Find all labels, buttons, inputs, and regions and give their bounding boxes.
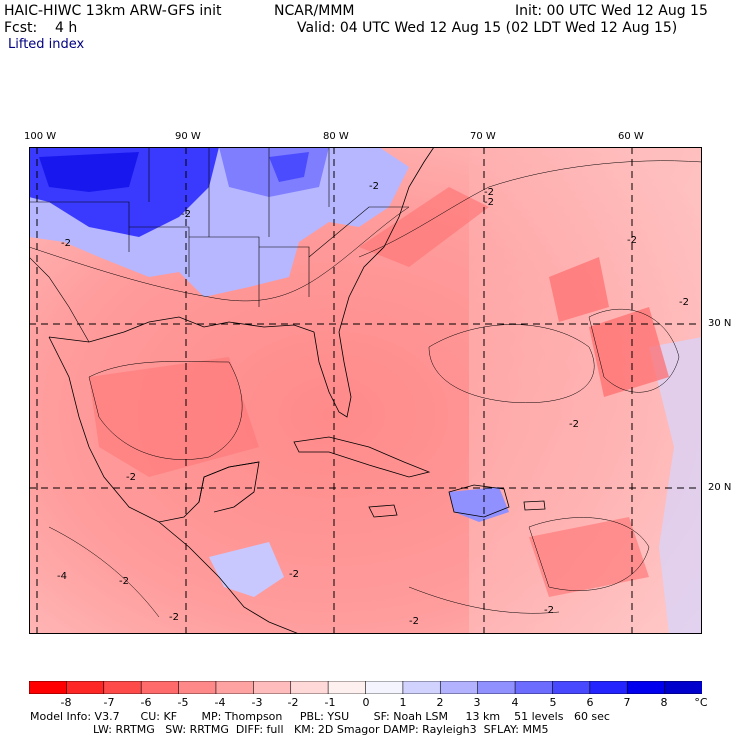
puerto-rico <box>523 500 546 511</box>
state-line-1 <box>29 201 130 252</box>
legend-swatch <box>66 681 105 694</box>
state-line-4 <box>259 246 310 297</box>
legend-swatch <box>365 681 404 694</box>
hispaniola <box>448 484 510 518</box>
contour-label: -2 <box>484 187 494 198</box>
legend-label: 8 <box>660 696 668 709</box>
legend-label: -6 <box>140 696 152 709</box>
color-legend <box>29 681 702 694</box>
lat-label-30n: 30 N <box>708 318 732 329</box>
legend-swatch <box>477 681 516 694</box>
legend-swatch <box>253 681 292 694</box>
contour-label: -2 <box>169 612 179 623</box>
stable-region-appalachian <box>269 152 309 182</box>
legend-swatch <box>552 681 591 694</box>
legend-swatch <box>29 681 68 694</box>
contour-label: -4 <box>57 571 67 582</box>
state-line-3 <box>189 236 260 307</box>
model-info-line-1: Model Info: V3.7 CU: KF MP: Thompson PBL… <box>30 710 610 723</box>
us-gulf-coast <box>48 316 315 343</box>
legend-label: 7 <box>623 696 631 709</box>
contour-label: -2 <box>289 569 299 580</box>
legend-label: -7 <box>103 696 115 709</box>
legend-label: 2 <box>436 696 444 709</box>
legend-label: -4 <box>214 696 226 709</box>
legend-swatch <box>589 681 629 694</box>
model-info-line-2: LW: RRTMG SW: RRTMG DIFF: full KM: 2D Sm… <box>30 723 549 736</box>
contour-label: -2 <box>126 472 136 483</box>
legend-swatch <box>215 681 255 694</box>
lat-label-20n: 20 N <box>708 482 732 493</box>
coastlines <box>48 147 546 634</box>
contour-label: -2 <box>181 209 191 220</box>
legend-label: 1 <box>399 696 407 709</box>
unstable-band-atlantic-2 <box>549 257 609 322</box>
contour-label: -2 <box>61 238 71 249</box>
legend-label: 5 <box>549 696 557 709</box>
legend-swatch <box>402 681 442 694</box>
central-america <box>158 521 300 634</box>
contour-label: -2 <box>484 197 494 208</box>
contour-label: -2 <box>569 419 579 430</box>
state-line-2 <box>129 226 190 277</box>
model-title: HAIC-HIWC 13km ARW-GFS init <box>4 3 222 19</box>
stable-region-plains-core <box>39 152 139 192</box>
legend-unit: °C <box>694 696 708 709</box>
contour-3 <box>88 361 243 460</box>
contour-2 <box>358 160 702 258</box>
legend-swatch <box>514 681 554 694</box>
legend-label: -2 <box>287 696 299 709</box>
contour-label: -2 <box>369 181 379 192</box>
legend-label: -3 <box>251 696 263 709</box>
legend-swatch <box>664 681 702 694</box>
unstable-band-atlantic-3 <box>589 307 669 397</box>
contour-label: -2 <box>119 576 129 587</box>
jamaica <box>368 504 398 518</box>
map-frame <box>29 147 702 634</box>
lon-label-60w: 60 W <box>618 131 644 142</box>
state-line-5 <box>308 206 409 258</box>
contour-label: -2 <box>544 605 554 616</box>
contour-7 <box>48 526 160 618</box>
org-label: NCAR/MMM <box>274 3 355 19</box>
legend-swatch <box>103 681 142 694</box>
lifted-index-map: -2 -2 -2 -2 -2 -2 -2 -2 -2 -2 -2 -2 -2 -… <box>29 147 702 634</box>
florida-peninsula <box>313 331 352 418</box>
legend-swatch <box>439 681 479 694</box>
us-east-coast <box>338 147 435 333</box>
forecast-hour: Fcst: 4 h <box>4 20 78 36</box>
cuba <box>293 436 431 478</box>
init-time: Init: 00 UTC Wed 12 Aug 15 <box>515 3 708 19</box>
legend-label: 6 <box>586 696 594 709</box>
contour-label: -2 <box>409 616 419 627</box>
legend-label: -5 <box>177 696 189 709</box>
contour-label: -2 <box>627 235 637 246</box>
legend-label: 0 <box>362 696 370 709</box>
legend-swatch <box>178 681 217 694</box>
legend-swatch <box>626 681 666 694</box>
legend-label: -8 <box>60 696 72 709</box>
contour-label-group: -2 -2 -2 -2 -2 -2 -2 -2 -2 -2 -2 -2 -2 -… <box>57 181 689 627</box>
legend-swatch <box>290 681 329 694</box>
contour-4 <box>428 324 595 403</box>
lon-label-70w: 70 W <box>470 131 496 142</box>
unstable-band-atlantic-1 <box>359 187 489 267</box>
field-title: Lifted index <box>8 37 85 52</box>
valid-time: Valid: 04 UTC Wed 12 Aug 15 (02 LDT Wed … <box>297 20 678 36</box>
legend-label: 4 <box>511 696 519 709</box>
contour-label: -2 <box>679 297 689 308</box>
unstable-band-caribbean <box>529 517 649 597</box>
stable-region-central-america <box>209 542 284 597</box>
legend-swatch <box>327 681 367 694</box>
lon-label-100w: 100 W <box>24 131 57 142</box>
lon-label-80w: 80 W <box>323 131 349 142</box>
contour-1 <box>29 206 410 302</box>
legend-label: 3 <box>473 696 481 709</box>
stable-region-east-edge <box>649 337 702 634</box>
yucatan <box>198 461 260 513</box>
latlon-grid <box>29 147 702 634</box>
lon-label-90w: 90 W <box>175 131 201 142</box>
legend-label: -1 <box>324 696 336 709</box>
legend-swatch <box>140 681 180 694</box>
